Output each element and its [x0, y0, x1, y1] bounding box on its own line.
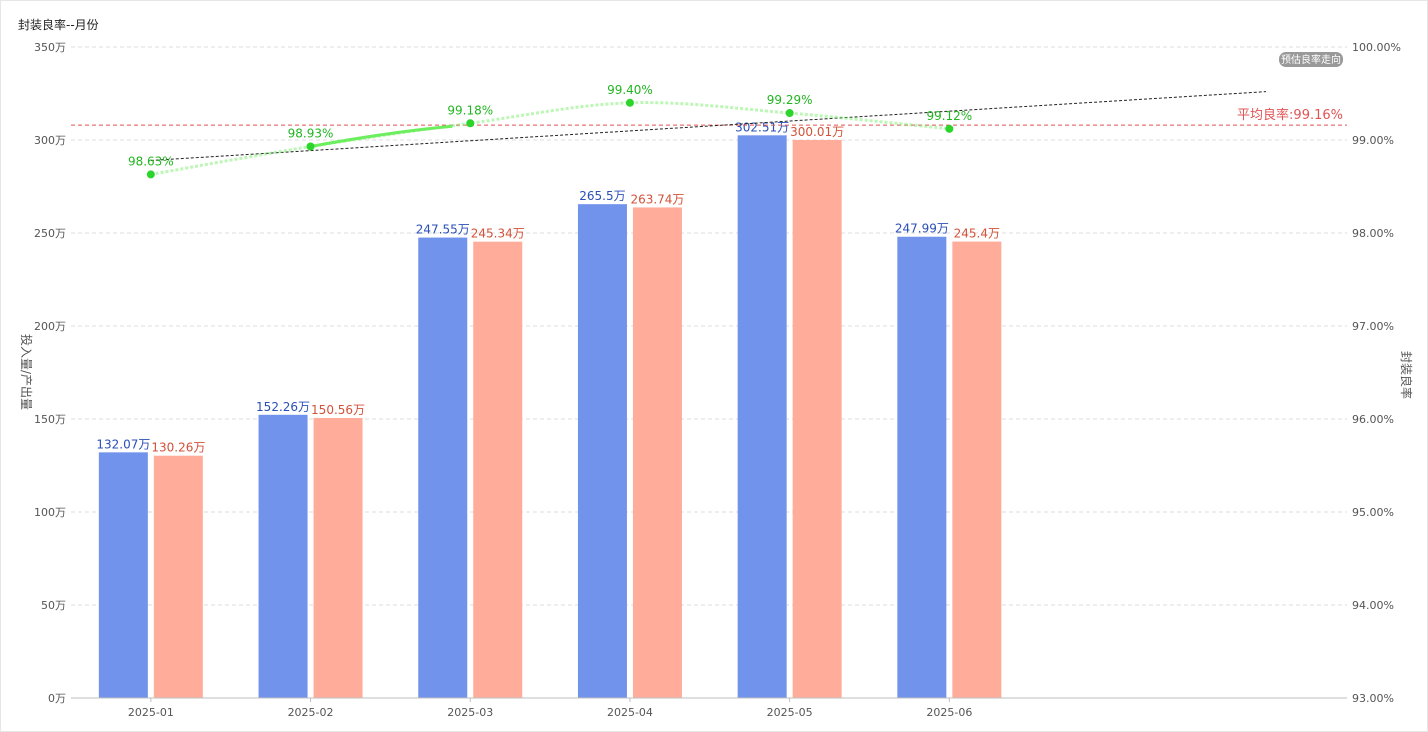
right-tick-label: 95.00%	[1352, 506, 1394, 519]
right-tick-label: 100.00%	[1352, 41, 1401, 54]
rate-line-faded	[150, 101, 950, 176]
rate-point	[306, 142, 315, 151]
right-axis-ticks: 93.00% 94.00% 95.00% 96.00% 97.00% 98.00% 99.0…	[1352, 41, 1401, 705]
right-tick-label: 94.00%	[1352, 599, 1394, 612]
output-bar	[632, 207, 682, 698]
right-tick-label: 97.00%	[1352, 320, 1394, 333]
left-tick-label: 100万	[34, 506, 66, 519]
rate-point	[945, 124, 954, 133]
input-bar	[897, 236, 947, 699]
rate-label: 99.29%	[767, 93, 813, 107]
trend-line	[150, 91, 1267, 161]
input-bar	[418, 237, 468, 698]
trend-badge-label: 预估良率走向	[1281, 53, 1341, 66]
chart-title: 封装良率--月份	[18, 18, 99, 32]
rate-point	[625, 98, 634, 107]
x-tick-label: 2025-04	[607, 706, 653, 719]
rate-label: 99.12%	[926, 109, 972, 123]
right-tick-label: 93.00%	[1352, 692, 1394, 705]
output-bar-label: 245.4万	[954, 227, 1000, 241]
rate-label: 98.93%	[288, 127, 334, 141]
rate-label: 98.63%	[128, 154, 174, 168]
input-bar-label: 247.99万	[895, 222, 949, 236]
input-bar-label: 247.55万	[416, 223, 470, 237]
output-bar	[473, 241, 523, 698]
output-bar-label: 130.26万	[151, 441, 205, 455]
left-tick-label: 250万	[34, 227, 66, 240]
bars	[98, 135, 1002, 699]
overlay-lines: 平均良率:99.16% 预估良率走向	[71, 52, 1347, 161]
input-bar-label: 302.51万	[735, 120, 789, 134]
rate-line-highlight	[310, 124, 453, 148]
left-tick-label: 150万	[34, 413, 66, 426]
output-bar-label: 300.01万	[790, 125, 844, 139]
x-axis: 2025-01 2025-02 2025-03 2025-04 2025-05 2025-…	[71, 697, 1347, 719]
input-bar-label: 152.26万	[256, 400, 310, 414]
input-bar	[258, 414, 308, 698]
left-tick-label: 0万	[48, 692, 66, 705]
output-bar	[792, 139, 842, 699]
left-axis-ticks: 0万 50万 100万 150万 200万 250万 300万 350万	[34, 41, 66, 705]
left-tick-label: 300万	[34, 134, 66, 147]
bar-labels: 132.07万 152.26万 247.55万 265.5万 302.51万 247.99…	[96, 120, 1000, 454]
output-bar	[153, 455, 203, 698]
right-axis-title: 封装良率	[1399, 351, 1414, 399]
right-tick-label: 98.00%	[1352, 227, 1394, 240]
output-bar-label: 263.74万	[630, 192, 684, 206]
left-axis-title: 投入量/产出量	[19, 334, 34, 410]
x-tick-label: 2025-03	[447, 706, 493, 719]
input-bar-label: 132.07万	[96, 437, 150, 451]
rate-label: 99.40%	[607, 83, 653, 97]
x-tick-label: 2025-06	[926, 706, 972, 719]
right-tick-label: 99.00%	[1352, 134, 1394, 147]
rate-point	[146, 170, 155, 179]
left-tick-label: 350万	[34, 41, 66, 54]
output-bar	[952, 241, 1002, 698]
trend-badge	[1279, 52, 1343, 67]
left-tick-label: 50万	[41, 599, 66, 612]
input-bar	[737, 135, 787, 698]
x-tick-label: 2025-02	[288, 706, 334, 719]
average-label: 平均良率:99.16%	[1237, 107, 1343, 123]
rate-label: 99.18%	[447, 103, 493, 117]
output-bar	[313, 417, 363, 698]
output-bar-label: 245.34万	[471, 227, 525, 241]
rate-point	[785, 109, 794, 118]
output-bar-label: 150.56万	[311, 403, 365, 417]
input-bar-label: 265.5万	[579, 189, 625, 203]
left-tick-label: 200万	[34, 320, 66, 333]
x-tick-label: 2025-01	[128, 706, 174, 719]
rate-series: 98.63% 98.93% 99.18% 99.40% 99.29% 99.12%	[128, 83, 972, 179]
x-tick-label: 2025-05	[767, 706, 813, 719]
right-tick-label: 96.00%	[1352, 413, 1394, 426]
rate-point	[466, 119, 475, 128]
input-bar	[98, 452, 148, 698]
input-bar	[577, 204, 627, 699]
